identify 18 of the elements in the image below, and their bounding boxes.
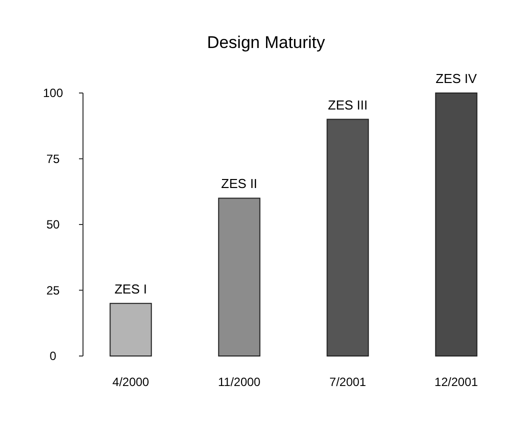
x-tick-label: 12/2001 — [434, 375, 478, 389]
y-tick-label: 0 — [50, 349, 57, 364]
bar — [435, 92, 478, 356]
x-tick-label: 4/2000 — [112, 375, 150, 389]
x-tick-label: 7/2001 — [329, 375, 366, 389]
x-tick-label: 11/2000 — [218, 375, 261, 389]
bar — [326, 118, 369, 356]
y-tick-label: 25 — [46, 283, 60, 298]
data-label: ZES IV — [436, 71, 478, 86]
data-label: ZES III — [328, 97, 368, 112]
data-label: ZES II — [221, 176, 258, 192]
data-label: ZES I — [114, 281, 147, 296]
chart-title: Design Maturity — [206, 33, 326, 52]
y-tick-label: 100 — [42, 86, 64, 100]
bar — [218, 198, 260, 356]
y-tick-label: 75 — [46, 152, 60, 166]
bar — [110, 302, 152, 356]
y-tick-label: 50 — [46, 218, 60, 232]
